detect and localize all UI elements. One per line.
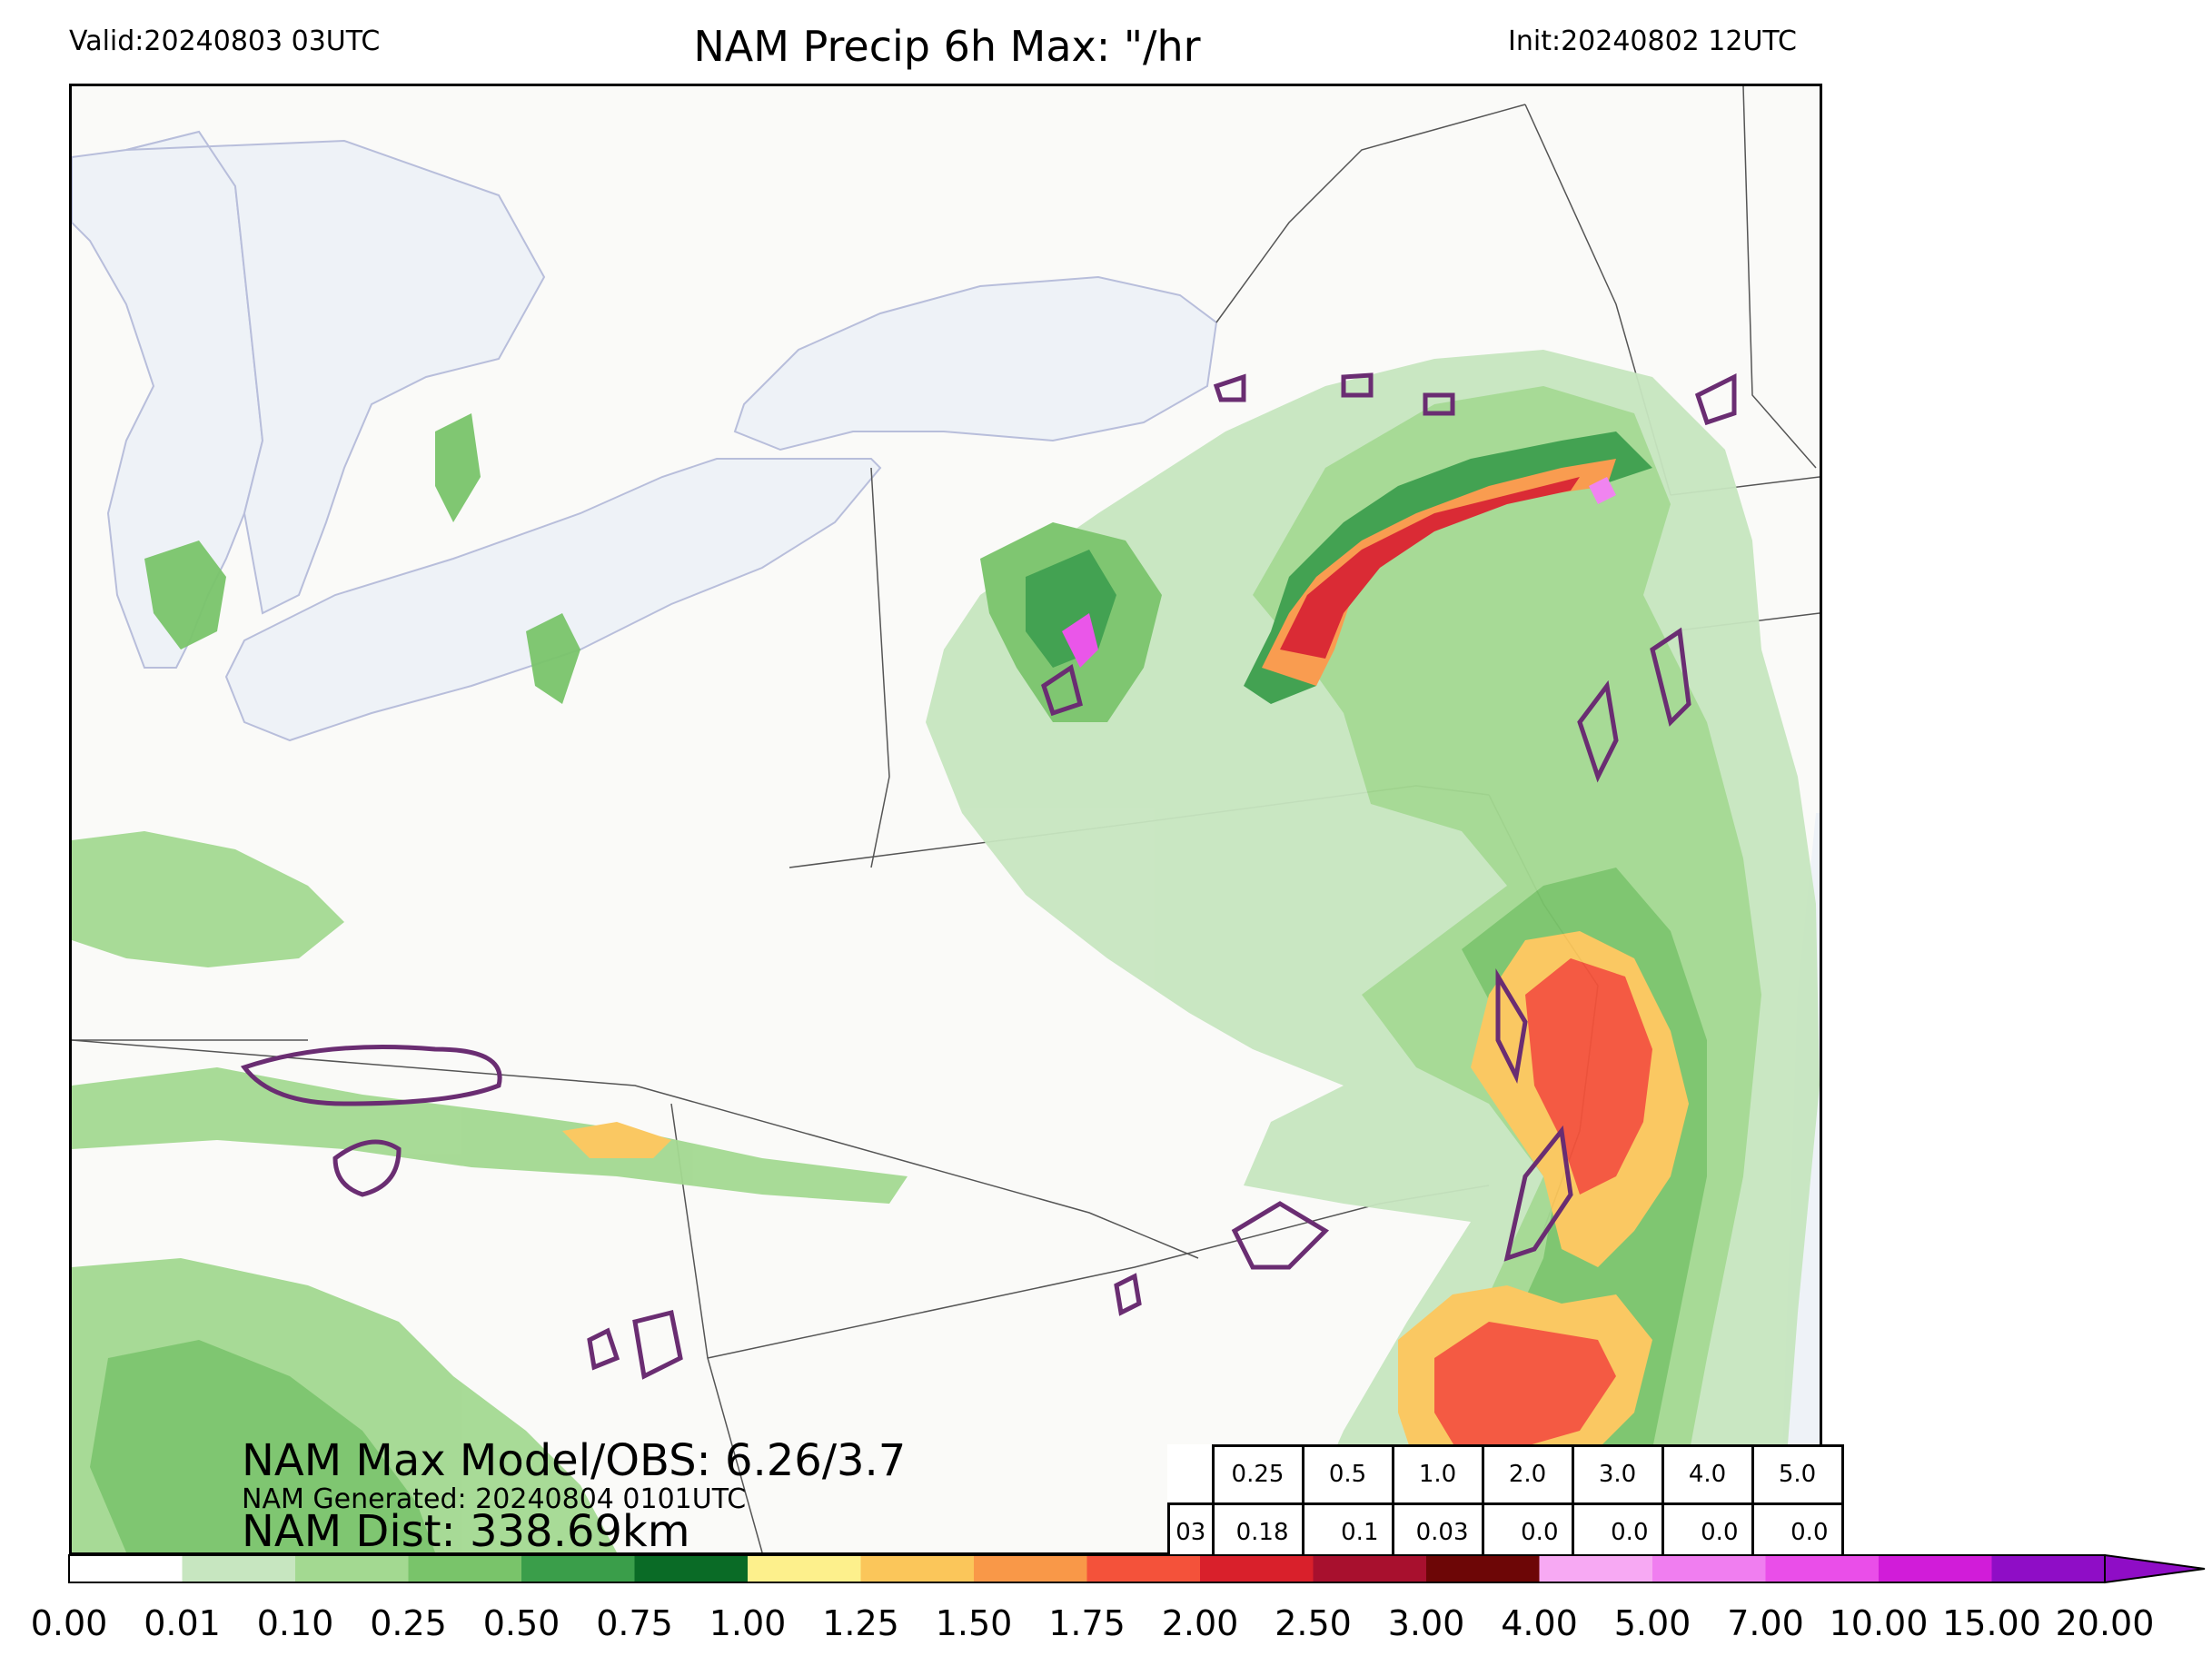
colorbar-segment xyxy=(1086,1555,1200,1582)
precip-field xyxy=(72,350,1820,1552)
map-canvas xyxy=(72,86,1820,1552)
colorbar-svg xyxy=(68,1553,2206,1584)
colorbar-label: 20.00 xyxy=(2055,1603,2155,1643)
threshold-table: 0.25 0.5 1.0 2.0 3.0 4.0 5.0 03 0.18 0.1 0.03 0.0 0.… xyxy=(1167,1444,1844,1562)
threshold-value: 0.18 xyxy=(1211,1502,1304,1562)
colorbar-label: 0.75 xyxy=(596,1603,673,1643)
colorbar-label: 4.00 xyxy=(1501,1603,1578,1643)
threshold-header: 5.0 xyxy=(1751,1444,1844,1505)
colorbar-label: 0.25 xyxy=(370,1603,447,1643)
threshold-value: 0.1 xyxy=(1301,1502,1394,1562)
colorbar-label: 0.10 xyxy=(256,1603,334,1643)
colorbar-label: 1.00 xyxy=(709,1603,787,1643)
colorbar-segment xyxy=(1200,1555,1314,1582)
threshold-value: 0.0 xyxy=(1571,1502,1664,1562)
colorbar-segment xyxy=(634,1555,748,1582)
colorbar-label: 2.50 xyxy=(1275,1603,1352,1643)
threshold-header: 4.0 xyxy=(1661,1444,1754,1505)
colorbar-segment xyxy=(974,1555,1087,1582)
colorbar-label: 1.75 xyxy=(1048,1603,1126,1643)
colorbar-outline xyxy=(68,1554,2106,1583)
colorbar-label: 1.25 xyxy=(822,1603,899,1643)
threshold-value: 0.0 xyxy=(1661,1502,1754,1562)
colorbar-segment xyxy=(860,1555,974,1582)
colorbar-segment xyxy=(1879,1555,1992,1582)
threshold-header: 0.25 xyxy=(1211,1444,1304,1505)
colorbar-segment xyxy=(1652,1555,1766,1582)
colorbar-label: 0.50 xyxy=(482,1603,560,1643)
colorbar-segment xyxy=(1765,1555,1879,1582)
colorbar-segment xyxy=(1426,1555,1540,1582)
colorbar-label: 5.00 xyxy=(1613,1603,1691,1643)
colorbar-label: 7.00 xyxy=(1727,1603,1804,1643)
threshold-header: 2.0 xyxy=(1481,1444,1574,1505)
threshold-header: 1.0 xyxy=(1391,1444,1484,1505)
colorbar-label: 3.00 xyxy=(1387,1603,1465,1643)
threshold-header: 0.5 xyxy=(1301,1444,1394,1505)
colorbar-segment xyxy=(182,1555,295,1582)
threshold-header: 3.0 xyxy=(1571,1444,1664,1505)
colorbar-segment xyxy=(408,1555,521,1582)
threshold-value: 0.0 xyxy=(1751,1502,1844,1562)
colorbar-extend-arrow xyxy=(2104,1553,2206,1584)
threshold-value: 0.03 xyxy=(1391,1502,1484,1562)
colorbar-segment xyxy=(1313,1555,1426,1582)
colorbar-segment xyxy=(1991,1555,2105,1582)
colorbar-label: 2.00 xyxy=(1161,1603,1239,1643)
lake-erie xyxy=(224,458,882,742)
map-title: NAM Precip 6h Max: "/hr xyxy=(693,22,1201,71)
distance-label: NAM Dist: 338.69km xyxy=(242,1506,690,1557)
init-time: Init:20240802 12UTC xyxy=(1508,25,1797,57)
colorbar-segment xyxy=(1539,1555,1652,1582)
colorbar-segment xyxy=(748,1555,861,1582)
lake-ontario xyxy=(733,275,1218,451)
colorbar-label: 10.00 xyxy=(1829,1603,1929,1643)
colorbar-segment xyxy=(295,1555,409,1582)
colorbar-segment xyxy=(69,1555,183,1582)
colorbar-label: 0.00 xyxy=(30,1603,108,1643)
table-corner xyxy=(1169,1446,1214,1504)
colorbar-segment xyxy=(521,1555,635,1582)
generated-time-label: NAM Generated: 20240804 0101UTC xyxy=(242,1483,747,1515)
obs-contours xyxy=(240,372,1737,1380)
max-model-obs-label: NAM Max Model/OBS: 6.26/3.7 xyxy=(242,1435,907,1486)
colorbar-label: 15.00 xyxy=(1942,1603,2041,1643)
lake-huron xyxy=(125,130,546,615)
valid-time: Valid:20240803 03UTC xyxy=(69,25,381,57)
colorbar-label: 0.01 xyxy=(144,1603,221,1643)
colorbar-label: 1.50 xyxy=(935,1603,1013,1643)
precip-map xyxy=(69,84,1822,1555)
table-row-label: 03 xyxy=(1167,1502,1215,1562)
